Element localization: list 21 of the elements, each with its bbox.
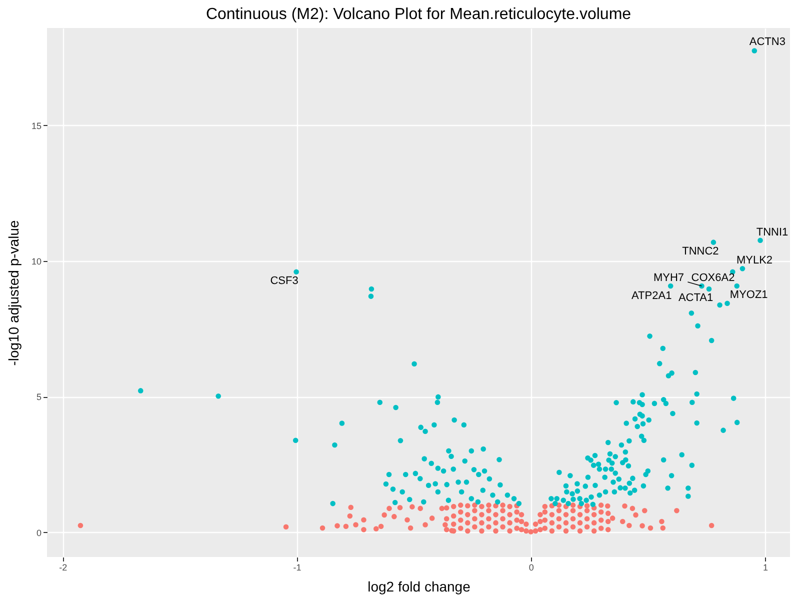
annotation: TNNC2: [682, 245, 719, 258]
y-tick-label: 0: [36, 528, 42, 538]
annotation: CSF3: [270, 274, 298, 287]
chart-title: Continuous (M2): Volcano Plot for Mean.reticulocyte.volume: [206, 6, 632, 23]
x-tick-label: 1: [762, 562, 768, 572]
annotation: MYOZ1: [730, 288, 768, 301]
annotation: MYLK2: [736, 254, 773, 267]
annotation: TNNI1: [756, 226, 788, 238]
y-tick-label: 10: [31, 256, 42, 267]
x-tick-label: -1: [293, 562, 302, 572]
y-axis-title: -log10 adjusted p-value: [5, 220, 22, 366]
annotation: ATP2A1: [632, 290, 672, 302]
x-tick-label: 0: [528, 562, 534, 572]
y-tick-label: 15: [31, 120, 42, 131]
y-tick-label: 5: [36, 392, 42, 402]
annotation: ACTN3: [749, 36, 786, 48]
annotation: MYH7: [653, 272, 684, 284]
annotation: COX6A2: [691, 272, 735, 284]
x-axis-title: log2 fold change: [368, 578, 471, 594]
x-tick-label: -2: [59, 562, 68, 572]
annotation: ACTA1: [678, 292, 714, 304]
